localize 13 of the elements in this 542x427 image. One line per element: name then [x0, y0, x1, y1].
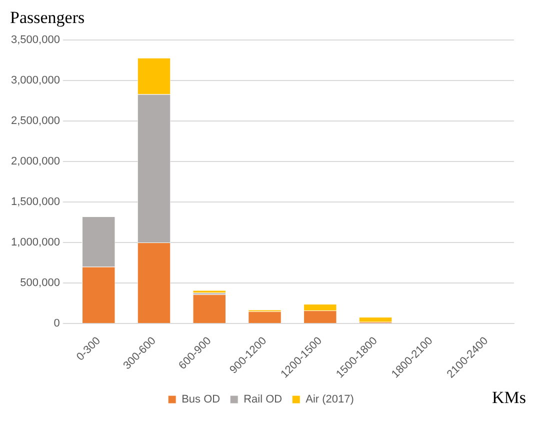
- y-tick-label: 0: [54, 318, 60, 330]
- legend-label: Air (2017): [306, 394, 354, 406]
- y-tick-label: 500,000: [20, 277, 60, 290]
- legend-label: Rail OD: [244, 394, 282, 406]
- y-tick-label: 2,000,000: [11, 156, 60, 168]
- y-axis-title: Passengers: [10, 8, 85, 28]
- y-tick-label: 1,000,000: [11, 236, 60, 249]
- y-tick-label: 3,500,000: [11, 34, 60, 46]
- x-axis-title: KMs: [492, 388, 526, 408]
- y-tick-label: 3,000,000: [11, 74, 60, 87]
- y-tick-label: 2,500,000: [11, 115, 60, 128]
- legend-label: Bus OD: [182, 394, 220, 406]
- y-tick-label: 1,500,000: [11, 196, 60, 208]
